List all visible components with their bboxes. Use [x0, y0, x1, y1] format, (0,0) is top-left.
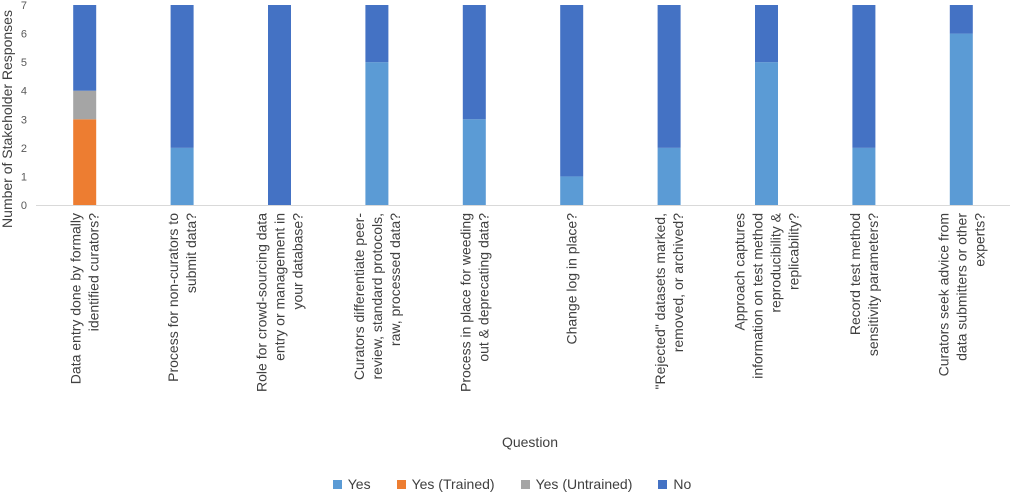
- bar-segment: [949, 5, 973, 34]
- bar-segment: [657, 5, 681, 148]
- x-tick-label-line: information on test method: [750, 213, 766, 379]
- x-tick-label-line: Change log in place?: [564, 213, 580, 345]
- x-tick-label: Process in place for weeding out & deprec…: [457, 213, 491, 392]
- legend-swatch: [396, 479, 406, 489]
- legend-item: Yes: [332, 474, 371, 494]
- x-tick-label-line: "Rejected" datasets marked,: [652, 213, 668, 389]
- x-tick-label-line: Process for non-curators to: [165, 213, 181, 382]
- bar-segment: [365, 62, 389, 206]
- bar-segment: [949, 33, 973, 206]
- bar-segment: [462, 5, 486, 120]
- x-tick-label: Data entry done by formally identified cu…: [68, 213, 102, 384]
- bar-segment: [73, 119, 97, 205]
- legend-swatch: [332, 479, 342, 489]
- x-tick-label-line: data submitters or other: [953, 213, 969, 361]
- bar-segment: [170, 5, 194, 148]
- legend-label: Yes (Trained): [411, 476, 495, 492]
- y-tick-label: 3: [21, 114, 27, 126]
- bar-segment: [560, 5, 584, 177]
- x-tick-label-line: identified curators?: [86, 213, 102, 332]
- x-tick-label-line: Curators differentiate peer-: [351, 213, 367, 380]
- y-tick-label: 6: [21, 29, 27, 41]
- bar-segment: [560, 176, 584, 205]
- x-tick-label: Role for crowd-sourcing data entry or man…: [254, 213, 306, 392]
- x-axis-title: Question: [502, 434, 558, 450]
- bar-segment: [73, 90, 97, 120]
- x-tick-label-line: Data entry done by formally: [68, 213, 84, 384]
- x-tick-label-line: your database?: [290, 213, 306, 310]
- y-tick-label: 4: [21, 86, 27, 98]
- x-tick-label-line: entry or management in: [272, 213, 288, 361]
- y-tick-label: 1: [21, 171, 27, 183]
- y-axis-title: Number of Stakeholder Responses: [0, 10, 15, 228]
- legend-label: No: [673, 476, 692, 492]
- legend: Yes Yes (Trained) Yes (Untrained) No: [0, 474, 1024, 494]
- x-tick-label-line: out & deprecating data?: [475, 213, 491, 362]
- y-tick-label: 7: [21, 0, 27, 12]
- bar-segment: [755, 62, 778, 206]
- bar-segment: [852, 5, 876, 148]
- bar-segment: [657, 147, 681, 205]
- y-tick-label: 0: [21, 200, 27, 212]
- x-tick-label-line: Role for crowd-sourcing data: [254, 213, 270, 392]
- x-tick-label-line: sensitivity parameters?: [865, 213, 881, 356]
- bars-layer: [73, 5, 973, 206]
- bar-segment: [365, 5, 389, 63]
- y-tick-label: 5: [21, 57, 27, 69]
- x-tick-label: "Rejected" datasets marked, removed, or a…: [652, 213, 686, 390]
- x-axis-tick-labels: Data entry done by formally identified cu…: [68, 212, 988, 392]
- legend-label: Yes (Untrained): [535, 476, 633, 492]
- legend-label: Yes: [347, 476, 371, 492]
- bar-segment: [73, 5, 97, 91]
- x-tick-label-line: experts?: [971, 213, 987, 267]
- x-tick-label-line: removed, or archived?: [670, 213, 686, 353]
- x-tick-label: Change log in place?: [564, 213, 580, 345]
- y-tick-label: 2: [21, 143, 27, 155]
- bar-segment: [462, 119, 486, 205]
- bar-segment: [170, 147, 194, 205]
- x-tick-label: Curators seek advice from data submitters…: [935, 213, 987, 377]
- legend-swatch: [520, 479, 530, 489]
- bar-segment: [852, 147, 876, 205]
- bar-segment: [268, 5, 291, 205]
- x-tick-label-line: Curators seek advice from: [935, 213, 951, 376]
- y-axis-ticks: 0 1 2 3 4 5 6 7: [21, 0, 27, 212]
- bar-segment: [755, 5, 778, 63]
- x-tick-label: Curators differentiate peer-review, stan…: [351, 213, 403, 380]
- x-tick-label-line: replicability?: [786, 213, 802, 290]
- legend-item: Yes (Trained): [396, 474, 495, 494]
- x-tick-label-line: review, standard protocols,: [369, 213, 385, 380]
- x-tick-label-line: raw, processed data?: [387, 213, 403, 346]
- legend-item: Yes (Untrained): [520, 474, 633, 494]
- legend-swatch: [658, 479, 668, 489]
- x-tick-label-line: reproducibility &: [768, 212, 784, 312]
- legend-item: No: [658, 474, 691, 494]
- x-tick-label-line: Record test method: [847, 213, 863, 335]
- x-tick-label: Record test method sensitivity parameters…: [847, 213, 881, 356]
- x-tick-label: Approach captures information on test met…: [732, 212, 802, 378]
- x-tick-label-line: Approach captures: [732, 213, 748, 331]
- x-tick-label: Process for non-curators to submit data?: [165, 213, 199, 382]
- x-tick-label-line: Process in place for weeding: [457, 213, 473, 392]
- x-tick-label-line: submit data?: [183, 213, 199, 293]
